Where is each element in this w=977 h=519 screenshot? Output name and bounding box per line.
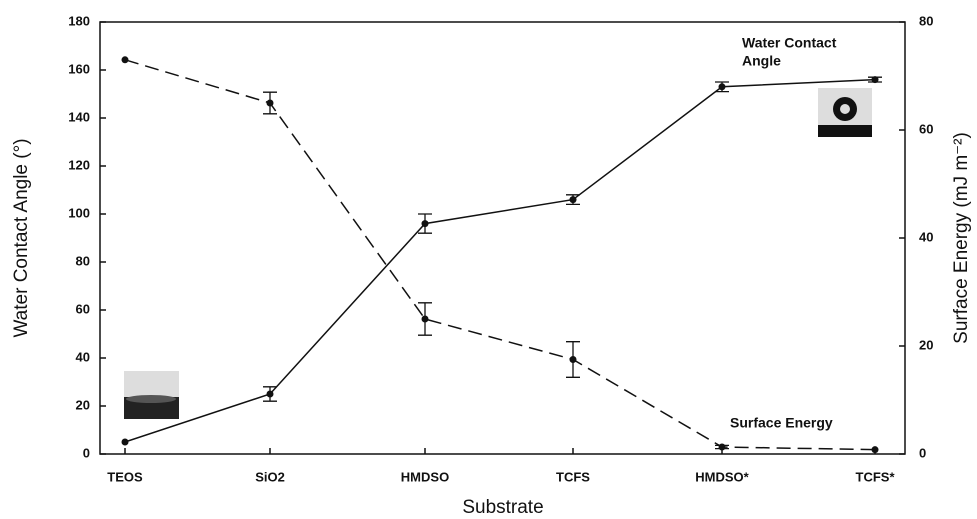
y-tick-label: 120 xyxy=(68,157,90,172)
y-tick-label: 160 xyxy=(68,61,90,76)
y2-tick-label: 20 xyxy=(919,337,933,352)
series-line xyxy=(124,78,876,443)
y2-axis-title: Surface Energy (mJ m⁻²) xyxy=(951,132,972,344)
annotation: Surface Energy xyxy=(730,415,833,431)
y2-tick-label: 60 xyxy=(919,121,933,136)
data-point xyxy=(569,196,577,204)
data-point xyxy=(421,220,429,228)
plot-frame xyxy=(99,21,906,455)
y-tick-label: 20 xyxy=(76,397,90,412)
y-tick-label: 40 xyxy=(76,349,90,364)
y-tick-label: 180 xyxy=(68,13,90,28)
inset-droplet-flat xyxy=(124,371,179,419)
data-point xyxy=(718,443,726,451)
data-point xyxy=(421,315,429,323)
y-tick-label: 60 xyxy=(76,301,90,316)
x-tick-label: TEOS xyxy=(107,469,143,484)
series-line xyxy=(124,59,876,451)
x-tick-label: SiO2 xyxy=(255,469,285,484)
x-tick-label: TCFS* xyxy=(856,469,896,484)
inset-droplet-round xyxy=(818,88,872,137)
y2-tick-label: 40 xyxy=(919,229,933,244)
annotation: Angle xyxy=(742,53,781,69)
data-point xyxy=(569,356,577,363)
x-tick-label: HMDSO* xyxy=(695,469,749,484)
data-point xyxy=(266,390,274,398)
y2-tick-label: 80 xyxy=(919,13,933,28)
y-tick-label: 80 xyxy=(76,253,90,268)
y-tick-label: 0 xyxy=(83,445,90,460)
x-tick-label: TCFS xyxy=(556,469,590,484)
x-axis-title: Substrate xyxy=(462,497,543,518)
y-tick-label: 140 xyxy=(68,109,90,124)
data-point xyxy=(121,56,129,64)
data-point xyxy=(718,83,726,91)
y-tick-label: 100 xyxy=(68,205,90,220)
data-point xyxy=(871,76,879,84)
x-tick-label: HMDSO xyxy=(401,469,449,484)
y-axis-title: Water Contact Angle (°) xyxy=(11,138,32,337)
data-point xyxy=(121,438,129,446)
annotation: Water Contact xyxy=(742,35,837,51)
data-point xyxy=(871,446,879,454)
y2-tick-label: 0 xyxy=(919,445,926,460)
data-point xyxy=(266,99,274,107)
